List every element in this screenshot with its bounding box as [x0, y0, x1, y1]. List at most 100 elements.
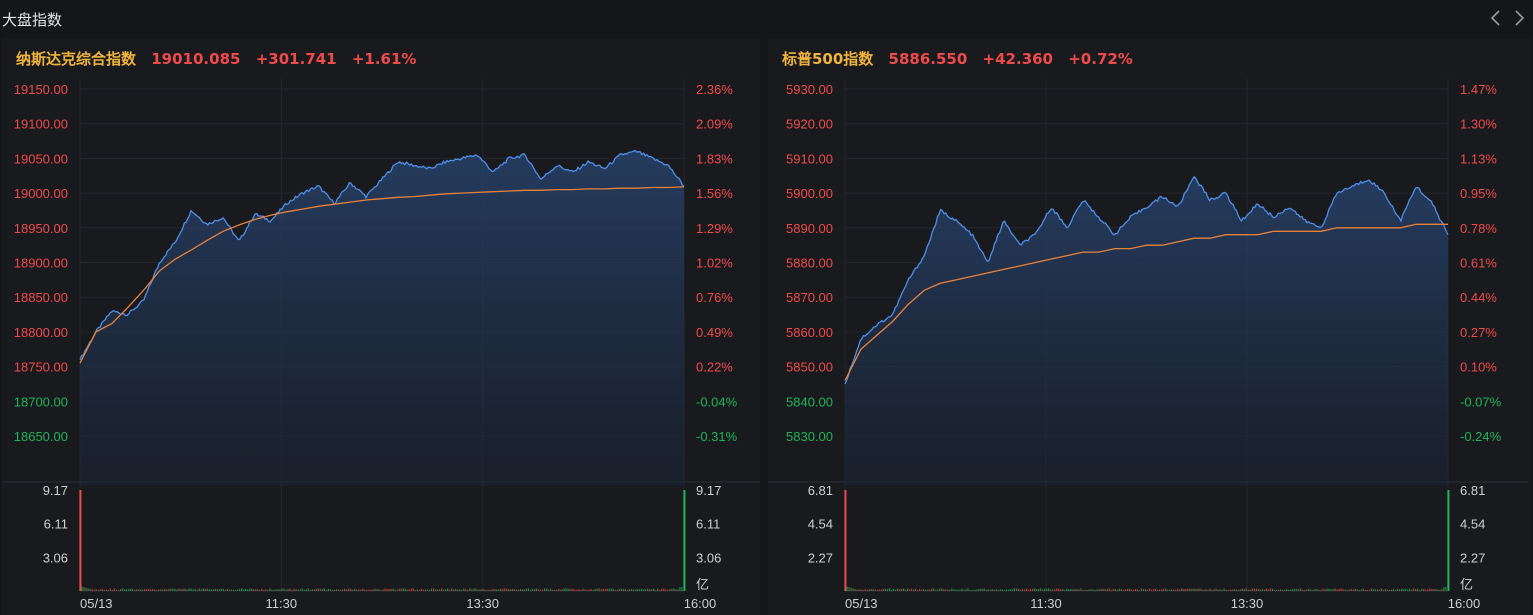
volume-bar — [1362, 588, 1364, 591]
volume-bar — [673, 588, 675, 591]
volume-bar — [558, 588, 560, 591]
volume-bar — [1368, 589, 1370, 591]
volume-bar — [876, 589, 878, 591]
volume-bar — [914, 588, 917, 591]
index-change: +301.741 — [255, 50, 337, 68]
y-tick-label: 18950.00 — [14, 221, 68, 236]
volume-bar — [537, 589, 540, 591]
volume-bar — [507, 588, 509, 591]
volume-bar — [432, 588, 435, 591]
volume-bar — [995, 589, 997, 591]
volume-bar — [878, 589, 880, 591]
volume-bar — [406, 589, 408, 591]
sp500-chart-panel[interactable]: 标普500指数 5886.550 +42.360 +0.72% 5930.00 1… — [768, 38, 1531, 615]
volume-bar — [659, 589, 661, 591]
volume-bar — [927, 589, 929, 591]
volume-bar — [1340, 588, 1342, 591]
volume-bar — [261, 588, 263, 591]
y-tick-label: 19100.00 — [14, 117, 68, 132]
volume-bar — [81, 586, 83, 591]
volume-bar — [931, 588, 933, 591]
volume-bar — [1136, 589, 1139, 591]
y-tick-label: 5910.00 — [786, 151, 833, 166]
volume-bar — [1152, 589, 1155, 591]
volume-bar — [119, 589, 122, 591]
volume-bar — [188, 588, 190, 591]
volume-bar — [1096, 589, 1098, 591]
volume-bar — [969, 589, 971, 591]
volume-bar — [523, 589, 526, 591]
volume-bar — [190, 588, 192, 591]
x-tick-label: 16:00 — [1448, 596, 1481, 611]
percent-tick-label: 1.13% — [1460, 151, 1497, 166]
nasdaq-quote-header: 纳斯达克综合指数 19010.085 +301.741 +1.61% — [16, 48, 426, 69]
volume-bar — [917, 589, 919, 591]
volume-bar — [301, 588, 303, 591]
volume-bar — [1253, 588, 1255, 591]
volume-bar — [263, 589, 265, 591]
volume-bar — [1042, 589, 1044, 591]
volume-bar — [451, 588, 453, 591]
volume-bar — [1209, 588, 1211, 591]
volume-bar — [499, 588, 501, 591]
volume-bar — [131, 588, 134, 591]
volume-bar — [570, 589, 572, 591]
volume-bar — [305, 589, 307, 591]
volume-bar — [236, 589, 239, 591]
volume-bar — [634, 589, 637, 591]
volume-bar — [344, 588, 346, 591]
nasdaq-chart-panel[interactable]: 纳斯达克综合指数 19010.085 +301.741 +1.61% 19150… — [2, 38, 760, 615]
volume-bar — [471, 589, 473, 591]
volume-bar — [675, 589, 677, 591]
volume-bar — [269, 588, 271, 591]
volume-bar — [259, 589, 261, 591]
volume-bar — [1080, 588, 1082, 591]
volume-bar — [1356, 589, 1358, 591]
volume-bar — [422, 589, 425, 591]
volume-bar — [206, 588, 208, 591]
volume-bar — [862, 589, 864, 591]
volume-bar — [1257, 588, 1260, 591]
volume-bar — [1048, 588, 1050, 591]
volume-bar — [154, 589, 156, 591]
volume-bar — [467, 589, 469, 591]
volume-bar — [640, 589, 643, 591]
volume-bar — [1330, 589, 1332, 591]
volume-bar — [1300, 588, 1302, 591]
sp500-intraday-chart: 5930.00 1.47% 5920.00 1.30% 5910.00 1.13% 5900… — [768, 79, 1528, 611]
volume-bar — [1370, 588, 1372, 591]
volume-tick-label: 3.06 — [696, 550, 721, 565]
volume-bar — [257, 589, 259, 591]
prev-arrow-icon[interactable] — [1487, 7, 1505, 29]
next-arrow-icon[interactable] — [1510, 7, 1528, 29]
percent-tick-label: 0.27% — [1460, 325, 1497, 340]
volume-bar — [491, 589, 493, 591]
volume-bar — [1407, 589, 1409, 591]
volume-bar — [874, 589, 876, 591]
volume-bar — [1003, 589, 1005, 591]
volume-bar — [192, 589, 194, 591]
volume-bar — [971, 589, 973, 591]
volume-bar — [1211, 589, 1213, 591]
volume-bar — [366, 589, 368, 591]
volume-bar — [1120, 588, 1122, 591]
volume-bar — [671, 588, 673, 591]
volume-bar — [400, 588, 402, 591]
volume-bar — [657, 588, 659, 591]
volume-bar — [1314, 589, 1316, 591]
volume-bar — [1245, 588, 1247, 591]
volume-bar — [997, 589, 999, 591]
volume-bar — [539, 589, 542, 591]
volume-bar — [1072, 589, 1074, 591]
volume-bar — [1102, 588, 1104, 591]
percent-tick-label: 2.09% — [696, 117, 733, 132]
volume-bar — [241, 588, 243, 591]
volume-bar — [1417, 588, 1419, 591]
volume-bar — [1031, 588, 1034, 591]
volume-bar — [1271, 588, 1274, 591]
percent-tick-label: 1.02% — [696, 256, 733, 271]
volume-bar — [1288, 589, 1290, 591]
volume-bar — [519, 589, 521, 591]
volume-bar — [632, 589, 635, 591]
volume-bar — [1298, 589, 1300, 591]
